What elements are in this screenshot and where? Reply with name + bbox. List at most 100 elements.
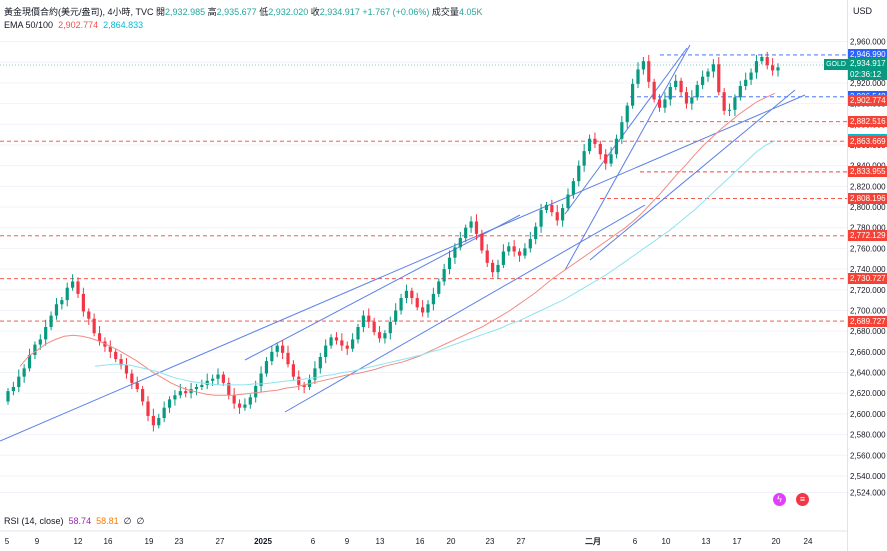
x-tick-label: 19 <box>145 537 154 546</box>
ema50-value: 2,902.774 <box>58 20 99 30</box>
candle-body <box>421 307 425 313</box>
candle-body <box>38 339 42 345</box>
x-tick-label: 23 <box>175 537 184 546</box>
x-tick-label: 27 <box>216 537 225 546</box>
x-tick-label: 13 <box>376 537 385 546</box>
candle-body <box>243 404 247 408</box>
candle-body <box>71 281 75 288</box>
y-tick-label: 2,540.000 <box>850 472 886 481</box>
trendlines <box>0 44 806 442</box>
candle-body <box>485 250 489 263</box>
candle-body <box>431 293 435 305</box>
candle-body <box>620 122 624 139</box>
trendline <box>564 47 688 215</box>
candle-body <box>480 233 484 251</box>
x-tick-label: 9 <box>35 537 40 546</box>
y-tick-label: 2,560.000 <box>850 451 886 460</box>
candle-body <box>33 344 37 355</box>
candle-body <box>555 212 559 221</box>
trendline <box>589 89 796 261</box>
candle-body <box>54 304 59 316</box>
candle-body <box>690 97 694 104</box>
current-price-box: 2,934.917 02:36:12 <box>848 58 887 80</box>
y-tick-label: 2,780.000 <box>850 224 886 233</box>
candle-body <box>609 154 613 164</box>
candle-body <box>447 257 452 270</box>
y-tick-label: 2,700.000 <box>850 306 886 315</box>
candle-body <box>356 326 360 340</box>
candle-body <box>135 382 139 390</box>
ema-legend[interactable]: EMA 50/100 2,902.774 2,864.833 <box>4 20 143 30</box>
symbol-title[interactable]: 黃金現價合約(美元/盎司), 4小時, TVC <box>4 7 154 17</box>
x-tick-label: 12 <box>74 537 83 546</box>
candle-body <box>17 376 21 387</box>
candle-body <box>657 99 662 108</box>
change-value: +1.767 (+0.06%) <box>362 7 430 17</box>
candle-body <box>641 61 645 70</box>
candle-body <box>647 61 651 82</box>
candle-body <box>178 391 182 396</box>
horizontal-levels <box>0 54 847 322</box>
time-axis[interactable]: 5 9 12 16 19 23 27 2025 6 9 13 16 20 23 27 二月 6 10 13 17 20 2… <box>5 537 813 546</box>
candle-body <box>11 386 15 392</box>
price-tag: 2,946.990 <box>848 49 887 61</box>
price-axis[interactable]: 2,960.0002,940.0002,920.0002,900.0002,88… <box>850 38 886 498</box>
candle-body <box>162 407 166 419</box>
candle-body <box>701 76 705 85</box>
candle-body <box>6 391 10 402</box>
trendline <box>244 214 521 361</box>
candle-body <box>512 246 516 252</box>
candle-body <box>587 138 592 152</box>
candle-body <box>593 138 597 144</box>
candle-body <box>216 374 220 379</box>
candle-body <box>776 67 780 71</box>
volume-value: 4.05K <box>458 7 483 17</box>
candle-body <box>604 154 608 164</box>
candle-body <box>367 315 371 322</box>
candle-body <box>534 226 538 240</box>
candle-body <box>44 326 48 340</box>
candle-body <box>598 143 602 155</box>
us-flag-icon[interactable]: ≡ <box>796 493 809 506</box>
currency-label[interactable]: USD <box>853 6 873 16</box>
candle-body <box>394 310 398 322</box>
candle-body <box>539 210 543 227</box>
candle-body <box>119 359 123 366</box>
trendline <box>284 204 646 413</box>
candle-body <box>426 304 430 313</box>
lightning-icon[interactable]: ϟ <box>773 493 786 506</box>
y-tick-label: 2,740.000 <box>850 265 886 274</box>
candle-body <box>313 368 317 380</box>
candle-body <box>760 57 764 62</box>
candle-body <box>738 85 742 98</box>
x-tick-label: 10 <box>662 537 671 546</box>
x-tick-label: 13 <box>702 537 711 546</box>
candle-body <box>733 97 737 110</box>
candle-body <box>517 251 522 256</box>
candle-body <box>458 238 462 248</box>
volume-label: 成交量 <box>431 7 459 17</box>
ema50-line <box>19 92 776 396</box>
x-tick-label: 16 <box>104 537 113 546</box>
candle-body <box>652 81 656 100</box>
candle-body <box>27 354 32 369</box>
candle-body <box>173 395 177 400</box>
price-tag: 2,833.955 <box>848 166 887 178</box>
candle-body <box>474 221 479 234</box>
candle-body <box>469 221 473 228</box>
candle-body <box>146 401 150 416</box>
candle-body <box>771 65 775 71</box>
x-tick-label: 9 <box>345 537 350 546</box>
rsi-legend[interactable]: RSI (14, close) 58.74 58.81 ∅ ∅ <box>4 516 144 527</box>
candle-body <box>259 373 263 386</box>
candle-body <box>92 318 96 334</box>
price-tag: 2,863.669 <box>848 135 887 147</box>
candle-body <box>582 151 586 166</box>
x-tick-label: 6 <box>311 537 316 546</box>
candle-body <box>49 315 53 327</box>
candle-body <box>501 251 505 265</box>
x-tick-label: 20 <box>772 537 781 546</box>
candle-body <box>706 71 710 77</box>
candle-body <box>437 281 441 294</box>
